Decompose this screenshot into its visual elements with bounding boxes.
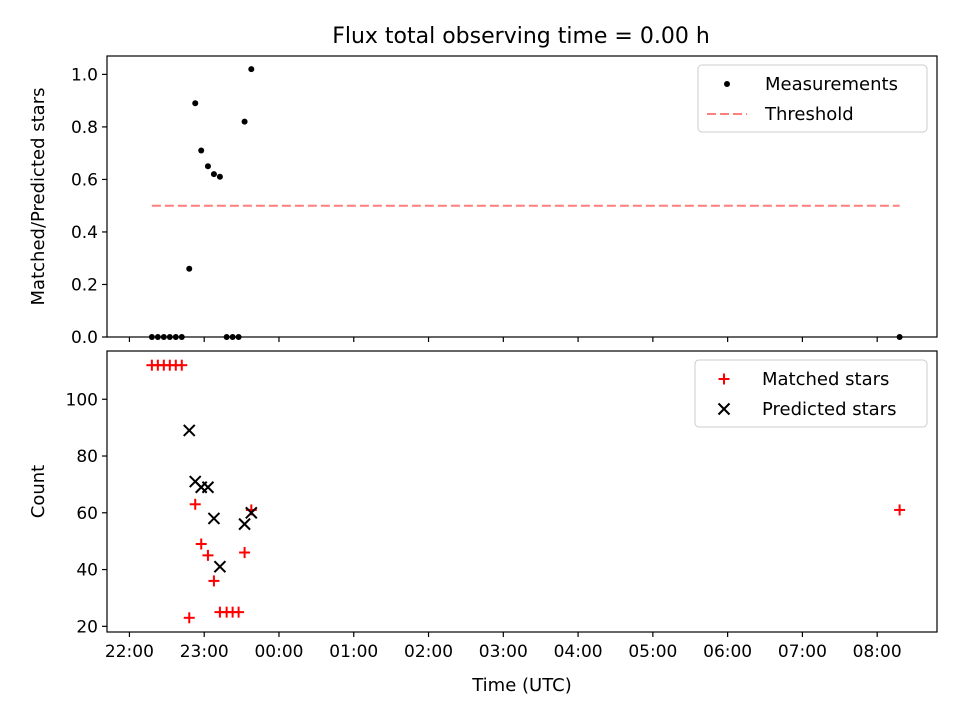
legend-label: Matched stars — [762, 369, 889, 390]
x-tick-label: 05:00 — [628, 642, 677, 662]
matched-star-point — [894, 504, 906, 516]
legend-box — [694, 359, 928, 428]
x-tick-label: 00:00 — [254, 642, 303, 662]
x-tick-label: 23:00 — [180, 642, 229, 662]
y-tick-label: 100 — [66, 390, 98, 410]
predicted-star-point — [201, 481, 215, 494]
legend: Matched stars Predicted stars — [694, 359, 928, 428]
x-axis-label: Time (UTC) — [471, 675, 572, 696]
matched-star-point — [239, 547, 251, 559]
y-tick-label: 40 — [76, 561, 98, 581]
x-tick-label: 03:00 — [479, 642, 528, 662]
measurement-point — [186, 265, 193, 272]
y-tick-label: 80 — [76, 447, 98, 467]
y-tick-label: 0.0 — [71, 328, 98, 348]
measurement-point — [210, 171, 217, 178]
matched-star-point — [233, 606, 245, 618]
x-tick-label: 08:00 — [853, 642, 902, 662]
matched-star-point — [208, 575, 220, 587]
measurement-point — [154, 334, 161, 340]
predicted-star-point — [183, 424, 196, 437]
legend-label: Predicted stars — [762, 399, 896, 420]
predicted-star-point — [245, 506, 258, 519]
legend-box — [697, 64, 928, 133]
predicted-star-point — [207, 512, 221, 525]
measurement-point — [178, 334, 185, 340]
axes-frame — [106, 350, 938, 633]
y-axis-label: Count — [28, 465, 49, 518]
x-tick-label: 01:00 — [329, 642, 378, 662]
y-tick-label: 60 — [76, 504, 98, 524]
axes-frame — [106, 55, 938, 338]
matched-star-point — [183, 612, 195, 624]
measurement-point — [235, 334, 242, 340]
legend-predicted-swatch — [717, 402, 731, 416]
y-tick-label: 1.0 — [71, 65, 98, 85]
plot-area — [148, 66, 903, 340]
y-tick-label: 20 — [76, 617, 98, 637]
x-tick-label: 22:00 — [105, 642, 154, 662]
measurement-point — [166, 334, 173, 340]
legend: Measurements Threshold — [697, 64, 928, 133]
top-panel: 0.0 0.2 0.4 0.6 0.8 1.0 Matched/Predicted star… — [28, 55, 938, 348]
legend-label: Threshold — [764, 104, 854, 125]
measurement-point — [160, 334, 167, 340]
x-tick-label: 04:00 — [554, 642, 603, 662]
measurement-point — [204, 163, 211, 170]
y-axis-label: Matched/Predicted stars — [28, 88, 49, 306]
measurement-point — [148, 334, 155, 340]
x-tick-label: 02:00 — [404, 642, 453, 662]
measurement-point — [172, 334, 179, 340]
legend-measurement-swatch — [724, 81, 730, 87]
matched-star-point — [195, 538, 207, 550]
matched-star-point — [202, 549, 214, 561]
predicted-star-point — [238, 517, 251, 531]
x-tick-label: 07:00 — [778, 642, 827, 662]
plot-area — [146, 359, 906, 624]
matched-star-point — [189, 498, 201, 510]
x-tick-label: 06:00 — [703, 642, 752, 662]
y-tick-label: 0.4 — [71, 223, 98, 243]
measurement-point — [241, 118, 248, 125]
y-tick-label: 0.2 — [71, 275, 98, 295]
y-tick-label: 0.6 — [71, 170, 98, 190]
chart-title: Flux total observing time = 0.00 h — [332, 24, 710, 49]
measurement-point — [223, 334, 230, 340]
measurement-point — [192, 100, 199, 107]
measurement-point — [229, 334, 236, 340]
legend-matched-swatch — [718, 373, 730, 385]
predicted-star-point — [213, 560, 227, 573]
matched-star-point — [176, 359, 188, 371]
measurement-point — [896, 334, 903, 340]
measurement-point — [248, 66, 255, 73]
y-tick-label: 0.8 — [71, 118, 98, 138]
legend-label: Measurements — [765, 74, 898, 95]
measurement-point — [216, 173, 223, 180]
bottom-panel: 20 40 60 80 100 22:00 23:00 00:00 01:00 02:00 03:0… — [28, 350, 938, 696]
measurement-point — [198, 147, 205, 154]
